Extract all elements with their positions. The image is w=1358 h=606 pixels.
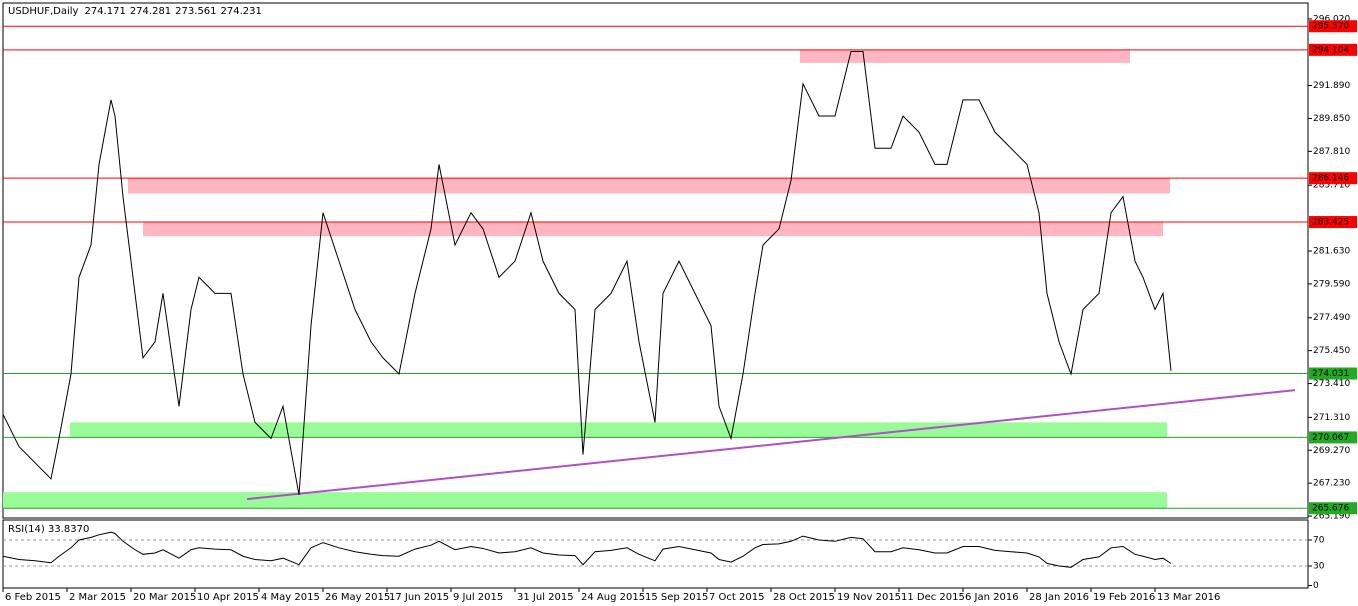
y-tick-label: 0 bbox=[1313, 581, 1319, 591]
x-tick-label: 9 Jul 2015 bbox=[453, 592, 503, 603]
x-tick-label: 13 Mar 2016 bbox=[1157, 592, 1220, 603]
y-tick-label: 289.850 bbox=[1313, 114, 1350, 124]
level-box bbox=[1309, 172, 1357, 185]
x-tick-label: 20 Mar 2015 bbox=[133, 592, 196, 603]
high: 274.281 bbox=[130, 6, 171, 17]
level-box bbox=[1309, 216, 1357, 229]
level-label: 265.676 bbox=[1312, 504, 1349, 514]
level-label: 283.425 bbox=[1312, 218, 1349, 228]
level-label: 286.146 bbox=[1312, 174, 1349, 184]
main-panel bbox=[2, 2, 1309, 519]
x-tick-label: 6 Jan 2016 bbox=[965, 592, 1019, 603]
zone bbox=[128, 178, 1170, 194]
symbol: USDHUF,Daily bbox=[8, 6, 79, 17]
low: 273.561 bbox=[175, 6, 216, 17]
level-label: 294.104 bbox=[1312, 45, 1349, 55]
zone bbox=[800, 49, 1130, 63]
zone bbox=[70, 422, 1167, 438]
x-tick-label: 31 Jul 2015 bbox=[517, 592, 574, 603]
level-box bbox=[1309, 20, 1357, 33]
y-tick-label: 296.020 bbox=[1313, 14, 1350, 24]
y-tick-label: 269.270 bbox=[1313, 446, 1350, 456]
level-label: 295.570 bbox=[1312, 22, 1349, 32]
header: USDHUF,Daily 274.171 274.281 273.561 274.231 bbox=[8, 6, 262, 17]
x-tick-label: 24 Aug 2015 bbox=[581, 592, 645, 603]
x-tick-label: 4 May 2015 bbox=[261, 592, 320, 603]
level-box bbox=[1309, 367, 1357, 380]
rsi-title: RSI(14) 33.8370 bbox=[8, 524, 89, 535]
y-tick-label: 281.630 bbox=[1313, 246, 1350, 256]
y-tick-label: 277.490 bbox=[1313, 313, 1350, 323]
y-tick-label: 70 bbox=[1313, 536, 1325, 546]
x-tick-label: 11 Dec 2015 bbox=[901, 592, 965, 603]
level-box bbox=[1309, 502, 1357, 515]
y-tick-label: 30 bbox=[1313, 562, 1325, 572]
x-tick-label: 6 Feb 2015 bbox=[5, 592, 61, 603]
price-line bbox=[2, 531, 1172, 568]
x-tick-label: 28 Oct 2015 bbox=[773, 592, 835, 603]
price-line bbox=[2, 51, 1172, 496]
rsi-panel bbox=[2, 519, 1309, 589]
level-box bbox=[1309, 431, 1357, 444]
x-tick-label: 15 Sep 2015 bbox=[645, 592, 708, 603]
zone bbox=[143, 222, 1163, 237]
level-label: 274.031 bbox=[1312, 369, 1349, 379]
open: 274.171 bbox=[84, 6, 125, 17]
x-tick-label: 26 May 2015 bbox=[325, 592, 390, 603]
x-tick-label: 19 Nov 2015 bbox=[837, 592, 901, 603]
y-tick-label: 271.310 bbox=[1313, 413, 1350, 423]
y-tick-label: 279.590 bbox=[1313, 279, 1350, 289]
close: 274.231 bbox=[221, 6, 262, 17]
x-tick-label: 2 Mar 2015 bbox=[69, 592, 126, 603]
zone bbox=[3, 492, 1167, 509]
x-tick-label: 17 Jun 2015 bbox=[389, 592, 449, 603]
y-tick-label: 287.810 bbox=[1313, 147, 1350, 157]
x-tick-label: 10 Apr 2015 bbox=[197, 592, 259, 603]
level-label: 270.067 bbox=[1312, 433, 1349, 443]
y-tick-label: 273.410 bbox=[1313, 379, 1350, 389]
y-tick-label: 275.450 bbox=[1313, 346, 1350, 356]
y-tick-label: 291.890 bbox=[1313, 81, 1350, 91]
y-tick-label: 267.230 bbox=[1313, 479, 1350, 489]
y-tick-label: 285.710 bbox=[1313, 181, 1350, 191]
x-tick-label: 28 Jan 2016 bbox=[1029, 592, 1089, 603]
x-tick-label: 7 Oct 2015 bbox=[709, 592, 764, 603]
x-tick-label: 19 Feb 2016 bbox=[1093, 592, 1155, 603]
trend-line bbox=[246, 389, 1296, 501]
y-tick-label: 265.190 bbox=[1313, 512, 1350, 522]
level-box bbox=[1309, 43, 1357, 56]
